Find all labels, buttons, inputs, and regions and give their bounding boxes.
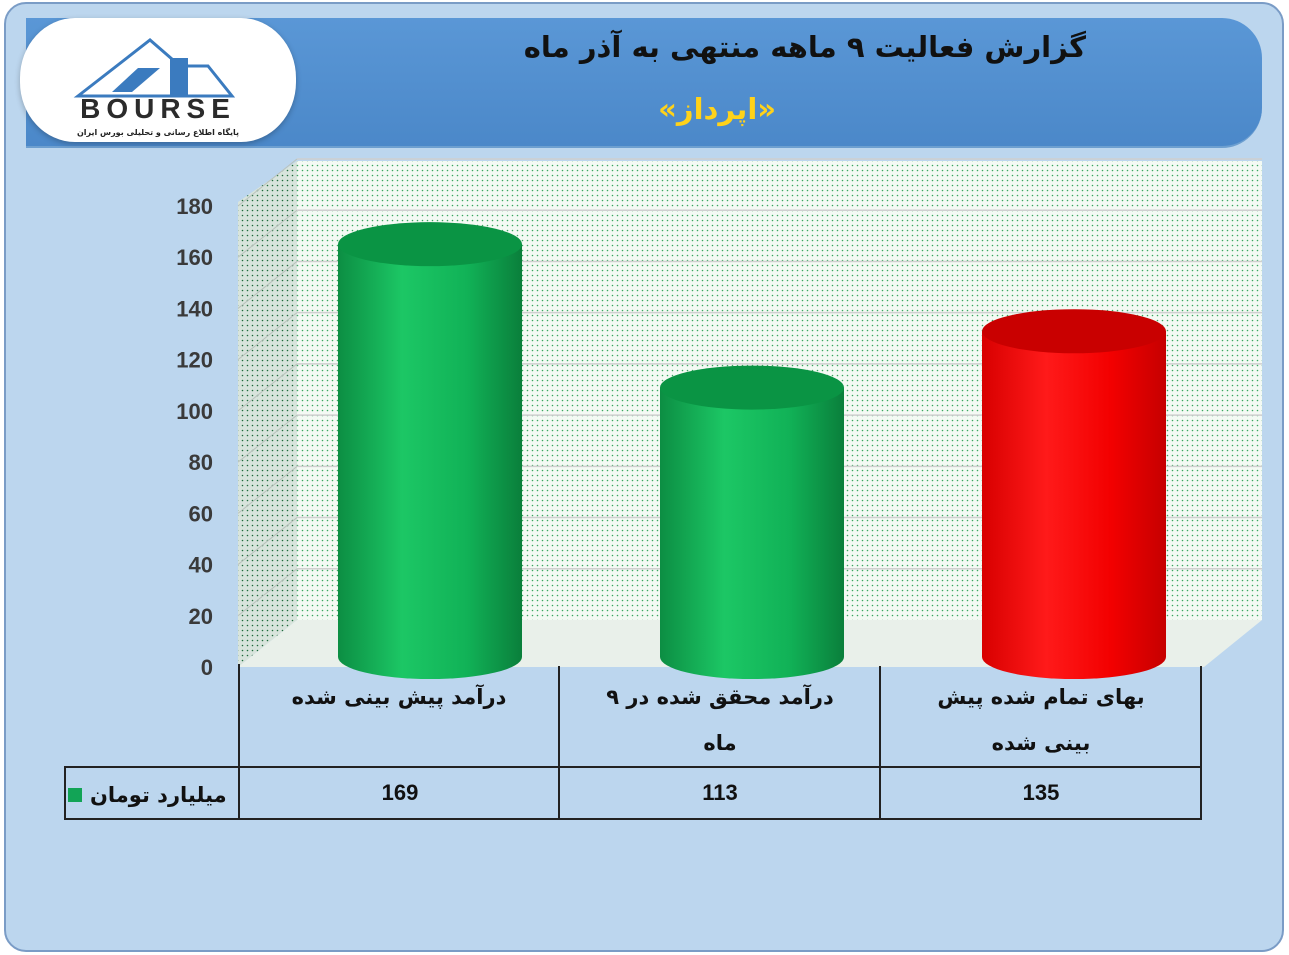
category-label-1: درآمد پیش بینی شده [291, 685, 507, 709]
table-line [558, 666, 560, 818]
y-tick-label: 180 [176, 194, 213, 219]
y-tick-label: 120 [176, 348, 213, 373]
y-tick-label: 20 [189, 604, 213, 629]
table-value-2: 113 [702, 780, 738, 805]
side-wall [238, 161, 297, 667]
table-line [64, 766, 1202, 768]
gridline-side [237, 517, 298, 565]
table-line [238, 664, 240, 818]
bourse-logo-icon: BOURSE پایگاه اطلاع رسانی و تحلیلی بورس … [73, 38, 239, 138]
y-tick-label: 40 [189, 553, 213, 578]
bar-body [982, 331, 1166, 679]
legend-entry: میلیارد تومان [68, 770, 240, 820]
table-line [879, 666, 881, 818]
y-axis: 0 20 40 60 80 100 120 140 160 180 [176, 194, 213, 680]
logo-text: BOURSE [80, 93, 236, 124]
table-line [64, 818, 1202, 820]
bar-3 [982, 309, 1166, 679]
chart-subtitle: «اپرداز» [658, 92, 776, 126]
legend-swatch-icon [68, 788, 82, 802]
gridline-side [237, 568, 298, 617]
chart-plot: 0 20 40 60 80 100 120 140 160 180 [176, 158, 1262, 680]
gridline-side [237, 414, 298, 463]
category-label-3: بهای تمام شده پیش بینی شده [937, 685, 1145, 755]
y-tick-label: 160 [176, 245, 213, 270]
bar-body [338, 244, 522, 679]
category-label-2: درآمد محقق شده در ۹ ماه [606, 685, 834, 755]
bar-1 [338, 222, 522, 679]
gridline-side [237, 312, 298, 361]
logo: BOURSE پایگاه اطلاع رسانی و تحلیلی بورس … [20, 18, 296, 142]
bar-top [660, 365, 844, 410]
bars [338, 222, 1166, 679]
bar-top [338, 222, 522, 267]
chart-title: گزارش فعالیت ۹ ماهه منتهی به آذر ماه [523, 30, 1086, 64]
bar-2 [660, 365, 844, 679]
table-value-1: 169 [381, 780, 419, 805]
gridline-side [237, 465, 298, 514]
legend-label: میلیارد تومان [90, 783, 227, 807]
gridline-side [237, 209, 298, 258]
gridline-side [237, 261, 298, 309]
table-line [1200, 666, 1202, 818]
gridline-side [237, 158, 298, 207]
y-tick-label: 100 [176, 399, 213, 424]
y-tick-label: 60 [189, 501, 213, 526]
bar-body [660, 387, 844, 679]
gridline-side [237, 363, 298, 412]
bar-top [982, 309, 1166, 354]
logo-tagline: پایگاه اطلاع رسانی و تحلیلی بورس ایران [77, 127, 239, 138]
table-line [64, 766, 66, 820]
y-tick-label: 140 [176, 296, 213, 321]
chart-frame: BOURSE پایگاه اطلاع رسانی و تحلیلی بورس … [4, 2, 1284, 952]
table-value-3: 135 [1022, 780, 1060, 805]
y-tick-label: 0 [201, 655, 213, 680]
y-tick-label: 80 [189, 450, 213, 475]
